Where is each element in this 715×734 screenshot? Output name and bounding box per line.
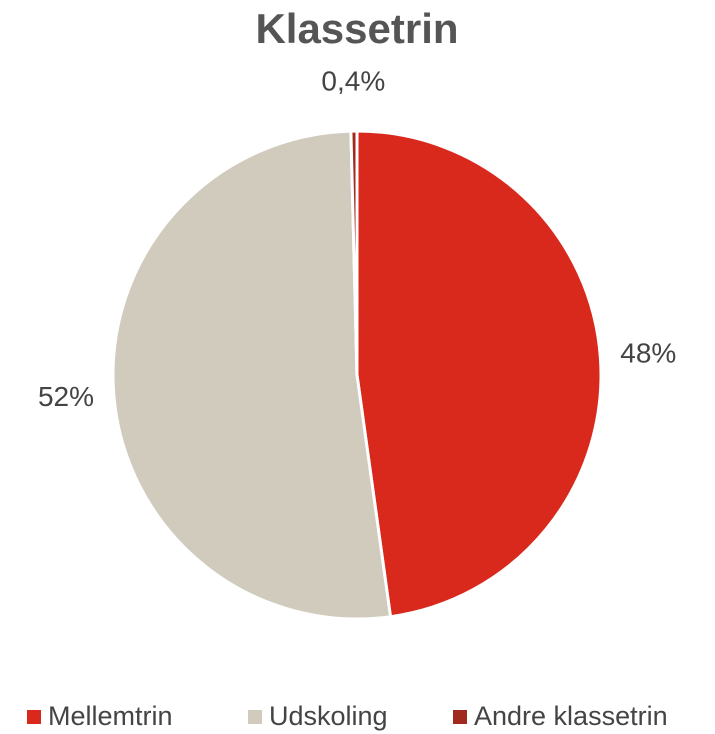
legend-swatch [453, 710, 467, 724]
legend-label: Udskoling [269, 701, 388, 731]
legend-label: Mellemtrin [48, 701, 173, 731]
legend-swatch [248, 710, 262, 724]
legend-swatch [27, 710, 41, 724]
data-label: 52% [38, 381, 94, 412]
chart-title: Klassetrin [255, 5, 458, 52]
pie-slice [355, 129, 603, 619]
pie-slice [111, 129, 393, 621]
legend-label: Andre klassetrin [474, 701, 668, 731]
data-label: 48% [620, 337, 676, 368]
data-label: 0,4% [321, 65, 385, 96]
pie-slice [349, 129, 359, 376]
